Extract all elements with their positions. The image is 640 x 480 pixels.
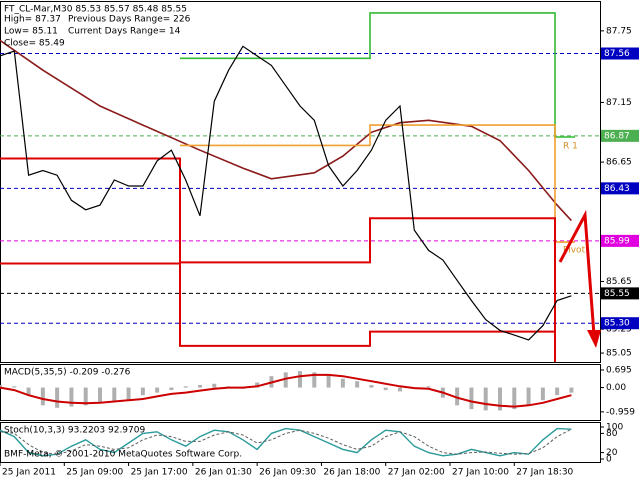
histogram-bar	[183, 386, 188, 388]
histogram-bar	[555, 387, 560, 396]
histogram-bar	[312, 372, 317, 388]
panel-frame	[0, 422, 601, 463]
series-line	[0, 373, 572, 408]
series-line	[0, 262, 555, 347]
panel-frame	[0, 364, 601, 421]
histogram-bar	[298, 371, 302, 388]
histogram-bar	[326, 374, 331, 388]
panel-title: MACD(5,35,5) -0.209 -0.276	[4, 368, 131, 378]
pivot-label: R 1	[563, 142, 578, 152]
x-tick-label: 26 Jan 09:30	[259, 468, 316, 478]
footer-text: BMF-Meta, © 2001-2010 MetaQuotes Softwar…	[4, 450, 242, 460]
price-level-box	[601, 234, 639, 247]
price-level-label: 87.56	[604, 49, 630, 59]
series-line	[0, 39, 572, 222]
histogram-bar	[126, 387, 131, 401]
histogram-bar	[169, 387, 174, 391]
y-tick-label: 85.05	[606, 349, 632, 359]
histogram-bar	[0, 385, 2, 388]
series-line	[0, 428, 572, 455]
y-tick-label: 86.65	[606, 158, 632, 168]
histogram-bar	[40, 387, 45, 406]
panel-title: Stoch(10,3,3) 93.2203 92.9709	[4, 426, 145, 436]
forecast-arrow	[558, 209, 596, 336]
price-level-label: 85.55	[604, 289, 630, 299]
series-line	[0, 427, 572, 457]
info-text: Low= 85.11	[4, 27, 58, 37]
x-tick-label: 25 Jan 17:00	[131, 468, 188, 478]
x-tick-label: 27 Jan 10:00	[452, 468, 509, 478]
histogram-bar	[212, 383, 217, 388]
y-tick-label: 85.25	[606, 325, 632, 335]
histogram-bar	[498, 387, 502, 411]
histogram-bar	[455, 387, 460, 406]
pivot-label: Pivot	[563, 246, 586, 256]
histogram-bar	[355, 381, 360, 388]
y-tick-label: 0.00	[606, 383, 626, 393]
price-level-label: 85.99	[604, 236, 630, 246]
price-level-label: 85.30	[604, 319, 630, 329]
histogram-bar	[512, 387, 517, 410]
histogram-bar	[369, 385, 374, 388]
x-tick-label: 26 Jan 01:30	[195, 468, 252, 478]
histogram-bar	[526, 387, 531, 406]
x-tick-label: 26 Jan 18:00	[323, 468, 380, 478]
histogram-bar	[69, 387, 74, 407]
x-tick-label: 25 Jan 2011	[2, 468, 56, 478]
panel-frame	[0, 1, 601, 363]
y-tick-label: 0	[606, 454, 612, 464]
panel-title: FT_CL-Mar,M30 85.53 85.57 85.48 85.55	[4, 5, 187, 15]
price-level-box	[601, 317, 639, 330]
histogram-bar	[26, 387, 31, 396]
histogram-bar	[398, 387, 402, 392]
series-line	[0, 45, 572, 341]
histogram-bar	[469, 387, 474, 410]
y-tick-label: 87.15	[606, 98, 632, 108]
x-tick-label: 25 Jan 09:00	[66, 468, 123, 478]
series-line	[0, 157, 556, 362]
y-tick-label: 0.695	[606, 365, 632, 375]
histogram-bar	[140, 387, 145, 396]
x-tick-label: 27 Jan 18:30	[516, 468, 573, 478]
histogram-bar	[55, 387, 60, 408]
histogram-bar	[383, 387, 388, 391]
histogram-bar	[155, 387, 160, 393]
y-tick-label: -0.959	[606, 407, 635, 417]
histogram-bar	[483, 387, 488, 411]
histogram-bar	[426, 386, 431, 388]
price-level-box	[601, 47, 639, 60]
info-text: High= 87.37	[4, 15, 61, 25]
y-tick-label: 87.75	[606, 26, 632, 36]
y-tick-label: 85.65	[606, 277, 632, 287]
histogram-bar	[283, 372, 288, 388]
y-tick-label: 20	[606, 448, 618, 458]
histogram-bar	[198, 385, 202, 388]
info-text: Close= 85.49	[4, 39, 65, 49]
histogram-bar	[83, 387, 88, 406]
info-text: Previous Days Range= 226	[68, 15, 191, 25]
histogram-bar	[112, 387, 117, 402]
y-tick-label: 80	[606, 429, 618, 439]
info-text: Current Days Range= 14	[68, 27, 181, 37]
price-level-box	[601, 129, 639, 142]
series-line	[180, 12, 575, 138]
price-level-box	[601, 287, 639, 300]
x-tick-label: 27 Jan 02:00	[388, 468, 445, 478]
histogram-bar	[98, 387, 102, 403]
histogram-bar	[540, 387, 545, 401]
histogram-bar	[569, 387, 574, 393]
forecast-arrow-head	[587, 330, 601, 348]
price-level-label: 86.87	[604, 131, 630, 141]
histogram-bar	[255, 382, 260, 388]
price-level-label: 86.43	[604, 184, 630, 194]
histogram-bar	[12, 386, 17, 388]
series-line	[180, 124, 575, 243]
histogram-bar	[340, 378, 345, 388]
price-level-box	[601, 182, 639, 195]
y-tick-label: 100	[606, 422, 623, 432]
